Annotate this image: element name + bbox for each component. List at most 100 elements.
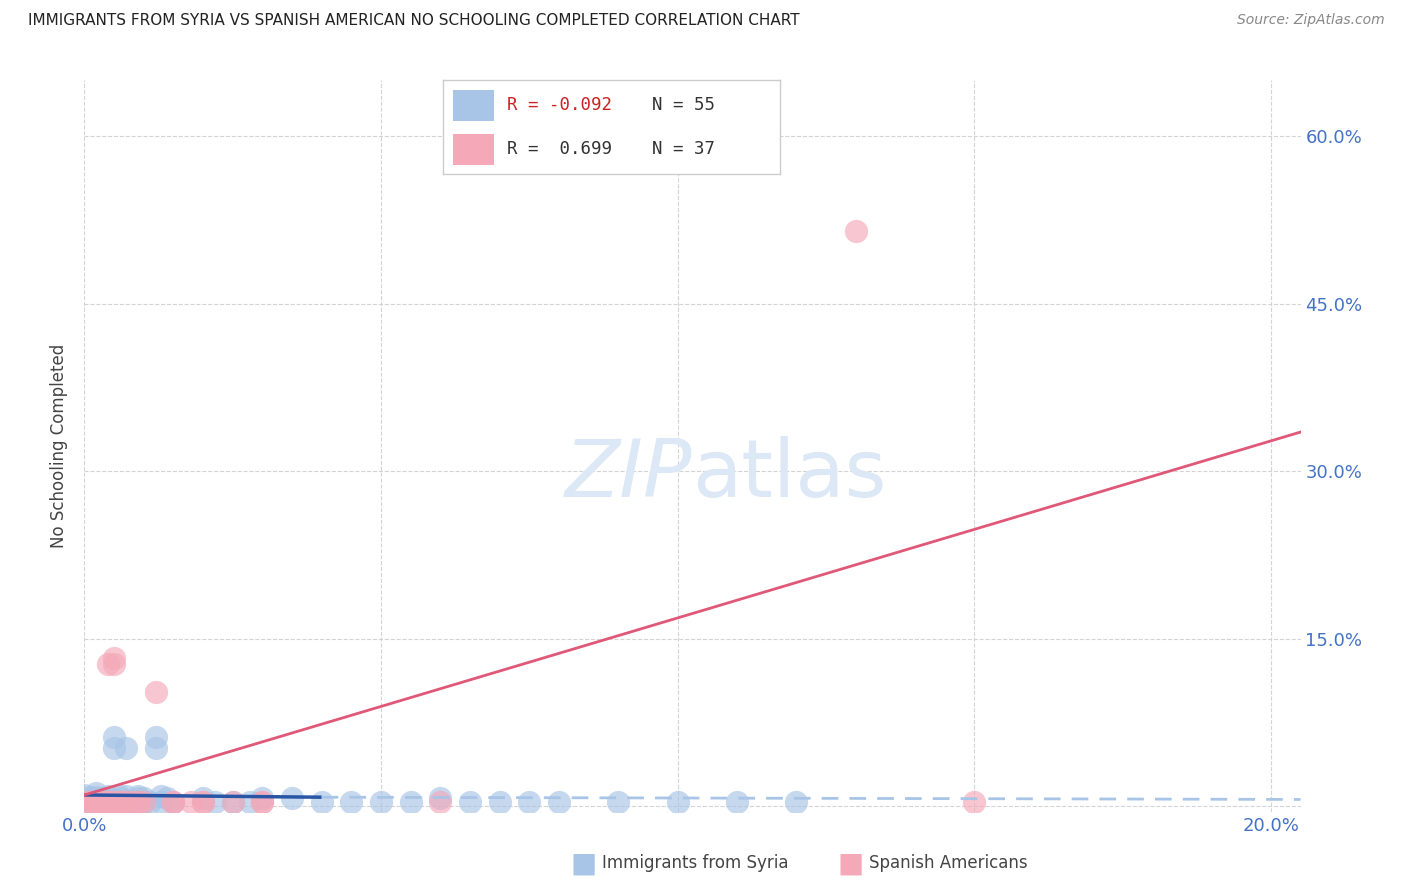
Point (79, 795, 101, 809)
Point (150, 795, 173, 809)
Point (97, 657, 120, 672)
Bar (453, 89, 494, 120)
Text: N = 37: N = 37 (652, 140, 716, 158)
Point (132, 791, 155, 805)
Text: R =  0.699: R = 0.699 (508, 140, 612, 158)
Point (963, 795, 986, 809)
Point (180, 795, 202, 809)
Point (252, 795, 274, 809)
Point (252, 795, 274, 809)
Point (132, 795, 155, 809)
Text: atlas: atlas (693, 436, 887, 515)
Point (84, 795, 107, 809)
Point (79, 790, 101, 805)
Text: ZIP: ZIP (565, 436, 693, 515)
Point (103, 650, 125, 665)
Point (97, 795, 120, 809)
Text: Immigrants from Syria: Immigrants from Syria (602, 855, 789, 872)
Point (84, 795, 107, 809)
Point (91, 795, 114, 809)
Point (399, 795, 422, 809)
Point (204, 795, 226, 809)
Point (156, 791, 179, 805)
Point (145, 730, 167, 744)
Point (666, 795, 689, 809)
Point (84, 795, 107, 809)
Point (73, 788, 96, 802)
Point (103, 730, 125, 744)
Point (121, 795, 143, 809)
Point (191, 795, 214, 809)
Point (115, 795, 138, 809)
Point (252, 791, 274, 805)
Point (103, 741, 125, 756)
Bar (453, 134, 494, 164)
Point (191, 791, 214, 805)
Point (79, 795, 101, 809)
Point (162, 795, 184, 809)
Point (145, 741, 167, 756)
Y-axis label: No Schooling Completed: No Schooling Completed (51, 344, 69, 548)
Point (845, 224, 868, 238)
Point (162, 795, 184, 809)
Point (370, 795, 392, 809)
Point (121, 795, 143, 809)
Point (517, 795, 540, 809)
Point (127, 795, 149, 809)
Text: N = 55: N = 55 (652, 96, 716, 114)
Point (429, 795, 451, 809)
Point (84, 790, 107, 805)
Point (84, 786, 107, 800)
Point (138, 795, 160, 809)
Point (115, 741, 138, 756)
Point (115, 795, 138, 809)
Point (281, 791, 304, 805)
Point (97, 795, 120, 809)
Point (91, 795, 114, 809)
Point (429, 791, 451, 805)
Point (103, 795, 125, 809)
Point (548, 795, 571, 809)
Point (91, 791, 114, 805)
Point (108, 795, 131, 809)
Point (108, 795, 131, 809)
Point (132, 795, 155, 809)
Point (127, 791, 149, 805)
Point (221, 795, 243, 809)
Point (785, 795, 807, 809)
Point (103, 795, 125, 809)
Point (108, 791, 131, 805)
Point (121, 795, 143, 809)
Point (97, 795, 120, 809)
Point (150, 789, 173, 803)
Text: R = -0.092: R = -0.092 (508, 96, 612, 114)
Point (127, 789, 149, 803)
Point (145, 685, 167, 699)
Point (725, 795, 748, 809)
Text: Source: ZipAtlas.com: Source: ZipAtlas.com (1237, 13, 1385, 28)
Text: ■: ■ (838, 849, 863, 878)
Point (108, 789, 131, 803)
Text: ■: ■ (571, 849, 596, 878)
Point (91, 795, 114, 809)
Point (79, 793, 101, 807)
Point (97, 795, 120, 809)
Point (73, 795, 96, 809)
Point (91, 795, 114, 809)
Point (103, 795, 125, 809)
Point (91, 795, 114, 809)
Point (108, 795, 131, 809)
Point (97, 791, 120, 805)
Point (103, 795, 125, 809)
Point (115, 789, 138, 803)
Point (340, 795, 363, 809)
Point (121, 795, 143, 809)
Point (458, 795, 481, 809)
Point (311, 795, 333, 809)
Point (607, 795, 630, 809)
Point (191, 795, 214, 809)
Point (488, 795, 510, 809)
Text: Spanish Americans: Spanish Americans (869, 855, 1028, 872)
Point (162, 795, 184, 809)
Point (221, 795, 243, 809)
